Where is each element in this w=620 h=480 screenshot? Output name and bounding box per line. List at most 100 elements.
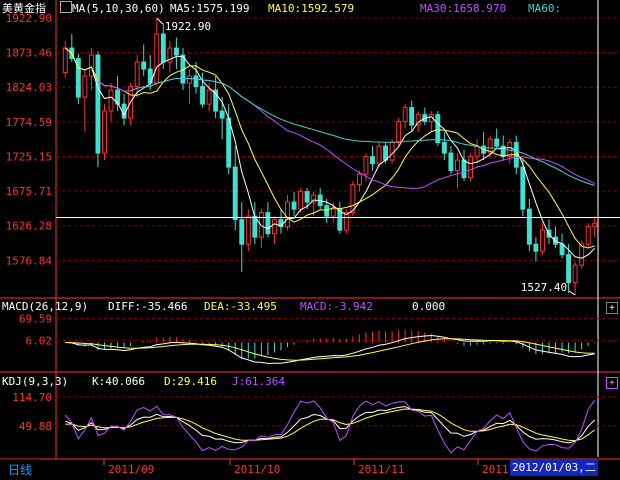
candle-body xyxy=(435,114,441,144)
candle-body xyxy=(566,254,572,284)
candle-body xyxy=(187,75,192,84)
ma10-line xyxy=(64,47,595,249)
ma10-value: MA10:1592.579 xyxy=(268,2,355,15)
candle-body xyxy=(265,212,271,235)
candle-body xyxy=(330,208,336,217)
x-axis-label: 2011/09 xyxy=(108,463,154,476)
candle-body xyxy=(160,33,166,63)
candle-body xyxy=(409,107,415,126)
kdj-expand-button[interactable]: + xyxy=(606,377,618,389)
candle-body xyxy=(173,47,179,56)
candle-body xyxy=(115,89,121,105)
candle-body xyxy=(311,194,317,203)
candle-body xyxy=(474,145,480,158)
candle-body xyxy=(494,138,500,147)
candle-body xyxy=(167,47,173,63)
macd-header: MACD(26,12,9) xyxy=(2,300,89,313)
max-price-label: 1922.90 xyxy=(165,20,211,33)
candle-body xyxy=(258,212,264,238)
macd-diff-line xyxy=(65,334,595,364)
candle-body xyxy=(88,54,94,77)
kdj-tick-label: 114.70 xyxy=(12,391,52,404)
candle-body xyxy=(370,156,375,165)
candle-body xyxy=(245,215,251,245)
candle-body xyxy=(102,110,107,154)
candle-body xyxy=(402,107,408,123)
kdj-header: KDJ(9,3,3) xyxy=(2,375,69,388)
price-tick-label: 1824.03 xyxy=(6,81,52,94)
candle-body xyxy=(350,184,356,214)
candle-body xyxy=(389,142,395,161)
ma30-value: MA30:1658.970 xyxy=(420,2,507,15)
candle-body xyxy=(500,145,506,158)
kdj-d-value: D:29.416 xyxy=(164,375,217,388)
kdj-j-line xyxy=(64,400,596,454)
candle-body xyxy=(219,110,225,119)
timeframe-tab[interactable]: 日线 xyxy=(0,459,40,480)
x-axis-label: 2011/11 xyxy=(358,463,404,476)
macd-macd-value: MACD:-3.942 xyxy=(300,300,373,313)
candle-body xyxy=(520,166,526,210)
candle-body xyxy=(304,191,310,203)
candle-body xyxy=(559,243,565,256)
instrument-name: 美黄金指 xyxy=(2,2,46,15)
candle-body xyxy=(239,219,245,245)
x-axis-label: 2011/10 xyxy=(234,463,280,476)
macd-zero-value: 0.000 xyxy=(412,300,446,313)
price-tick-label: 1626.28 xyxy=(6,220,52,233)
price-tick-label: 1922.90 xyxy=(6,12,52,25)
candle-body xyxy=(271,219,277,235)
candle-body xyxy=(200,86,205,105)
candle-body xyxy=(356,173,362,186)
candle-body xyxy=(285,201,290,228)
candle-body xyxy=(455,159,460,172)
x-axis-label: 2011 xyxy=(482,463,509,476)
ma60-value: MA60: xyxy=(528,2,562,15)
candle-body xyxy=(572,264,578,284)
candle-body xyxy=(213,89,219,112)
candle-body xyxy=(592,222,598,228)
candle-body xyxy=(448,152,454,172)
macd-diff-value: DIFF:-35.466 xyxy=(108,300,188,313)
ma5-line xyxy=(64,47,596,259)
min-price-label: 1527.40 xyxy=(521,281,567,294)
candle-body xyxy=(383,145,389,161)
candle-body xyxy=(75,58,81,98)
candle-body xyxy=(579,243,585,266)
price-tick-label: 1873.46 xyxy=(6,47,52,60)
candle-body xyxy=(441,142,447,154)
ma60-line xyxy=(130,77,595,186)
macd-expand-button[interactable]: + xyxy=(606,302,618,314)
kdj-k-value: K:40.066 xyxy=(92,375,145,388)
candle-body xyxy=(154,33,160,84)
price-tick-label: 1576.84 xyxy=(6,254,53,267)
kdj-d-line xyxy=(65,408,596,442)
candle-body xyxy=(82,75,88,98)
candle-body xyxy=(226,117,232,168)
price-tick-label: 1774.59 xyxy=(6,116,52,129)
candle-body xyxy=(324,205,330,217)
ma30-line xyxy=(97,77,595,189)
ma-header: MA(5,10,30,60) xyxy=(72,2,165,15)
indicator-switch-icon[interactable] xyxy=(60,1,72,13)
candle-body xyxy=(363,156,369,175)
min-price-pointer xyxy=(568,290,576,296)
candle-body xyxy=(396,121,402,144)
candle-body xyxy=(526,208,532,245)
candle-body xyxy=(134,61,140,88)
candle-body xyxy=(291,201,297,210)
candle-body xyxy=(193,75,199,88)
candle-body xyxy=(553,236,558,245)
candle-body xyxy=(141,61,147,70)
candle-body xyxy=(461,159,467,179)
macd-tick-label: 6.02 xyxy=(26,334,53,347)
kdj-j-value: J:61.364 xyxy=(232,375,285,388)
candle-body xyxy=(95,54,101,154)
macd-tick-label: 69.59 xyxy=(19,313,52,326)
macd-dea-value: DEA:-33.495 xyxy=(204,300,277,313)
candle-body xyxy=(232,166,238,221)
candle-body xyxy=(298,191,304,210)
selected-date: 2012/01/03,二 xyxy=(510,460,598,476)
